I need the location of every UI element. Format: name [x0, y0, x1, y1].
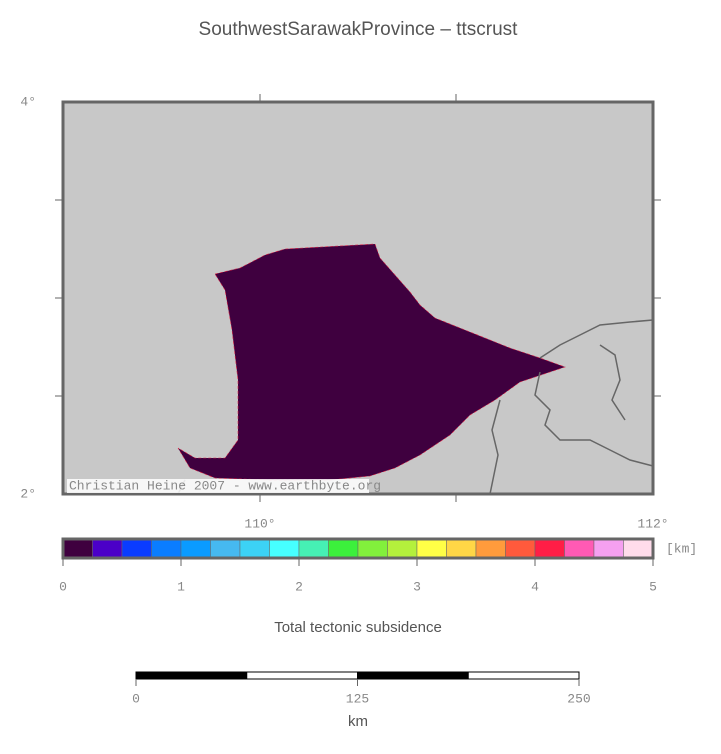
- colorbar-swatch: [180, 539, 211, 558]
- colorbar-swatch: [328, 539, 359, 558]
- credit-box: [67, 479, 369, 493]
- colorbar-swatch: [505, 539, 536, 558]
- colorbar-swatch: [92, 539, 123, 558]
- colorbar-swatch: [298, 539, 329, 558]
- scalebar-tick-label: 0: [132, 691, 140, 706]
- colorbar-unit: [km]: [666, 541, 697, 556]
- colorbar-frame: [61, 537, 655, 560]
- credit: Christian Heine 2007 - www.earthbyte.org: [69, 478, 381, 493]
- colorbar-swatch: [534, 539, 565, 558]
- colorbar-tick-label: 3: [413, 579, 421, 594]
- colorbar-swatch: [239, 539, 270, 558]
- lon-label: 110°: [244, 516, 275, 531]
- colorbar-swatch: [121, 539, 152, 558]
- colorbar-swatch: [564, 539, 595, 558]
- colorbar-tick-label: 0: [59, 579, 67, 594]
- colorbar-swatch: [593, 539, 624, 558]
- colorbar-swatch: [151, 539, 182, 558]
- scalebar-tick-label: 125: [346, 691, 369, 706]
- colorbar-swatch: [387, 539, 418, 558]
- colorbar-swatch: [357, 539, 388, 558]
- scalebar-segment: [135, 671, 248, 680]
- coastline: [177, 319, 654, 495]
- colorbar-swatch: [416, 539, 447, 558]
- colorbar-tick-label: 1: [177, 579, 185, 594]
- scalebar-segment: [467, 671, 580, 680]
- lat-label: 4°: [20, 94, 36, 109]
- colorbar-tick-label: 5: [649, 579, 657, 594]
- scalebar-segment: [357, 671, 469, 680]
- colorbar-swatch: [446, 539, 477, 558]
- colorbar-label: Total tectonic subsidence: [274, 619, 442, 636]
- scalebar-unit: km: [348, 713, 368, 730]
- colorbar-swatch: [269, 539, 300, 558]
- colorbar-tick-label: 2: [295, 579, 303, 594]
- colorbar-swatch: [623, 539, 654, 558]
- scalebar-tick-label: 250: [567, 691, 590, 706]
- subsidence-region: [177, 243, 566, 481]
- colorbar-swatch: [475, 539, 506, 558]
- title: SouthwestSarawakProvince – ttscrust: [199, 19, 519, 40]
- scalebar-segment: [246, 671, 358, 680]
- lat-label: 2°: [20, 486, 36, 501]
- colorbar-swatch: [62, 539, 93, 558]
- lon-label: 112°: [637, 516, 668, 531]
- colorbar-tick-label: 4: [531, 579, 539, 594]
- colorbar-swatch: [210, 539, 241, 558]
